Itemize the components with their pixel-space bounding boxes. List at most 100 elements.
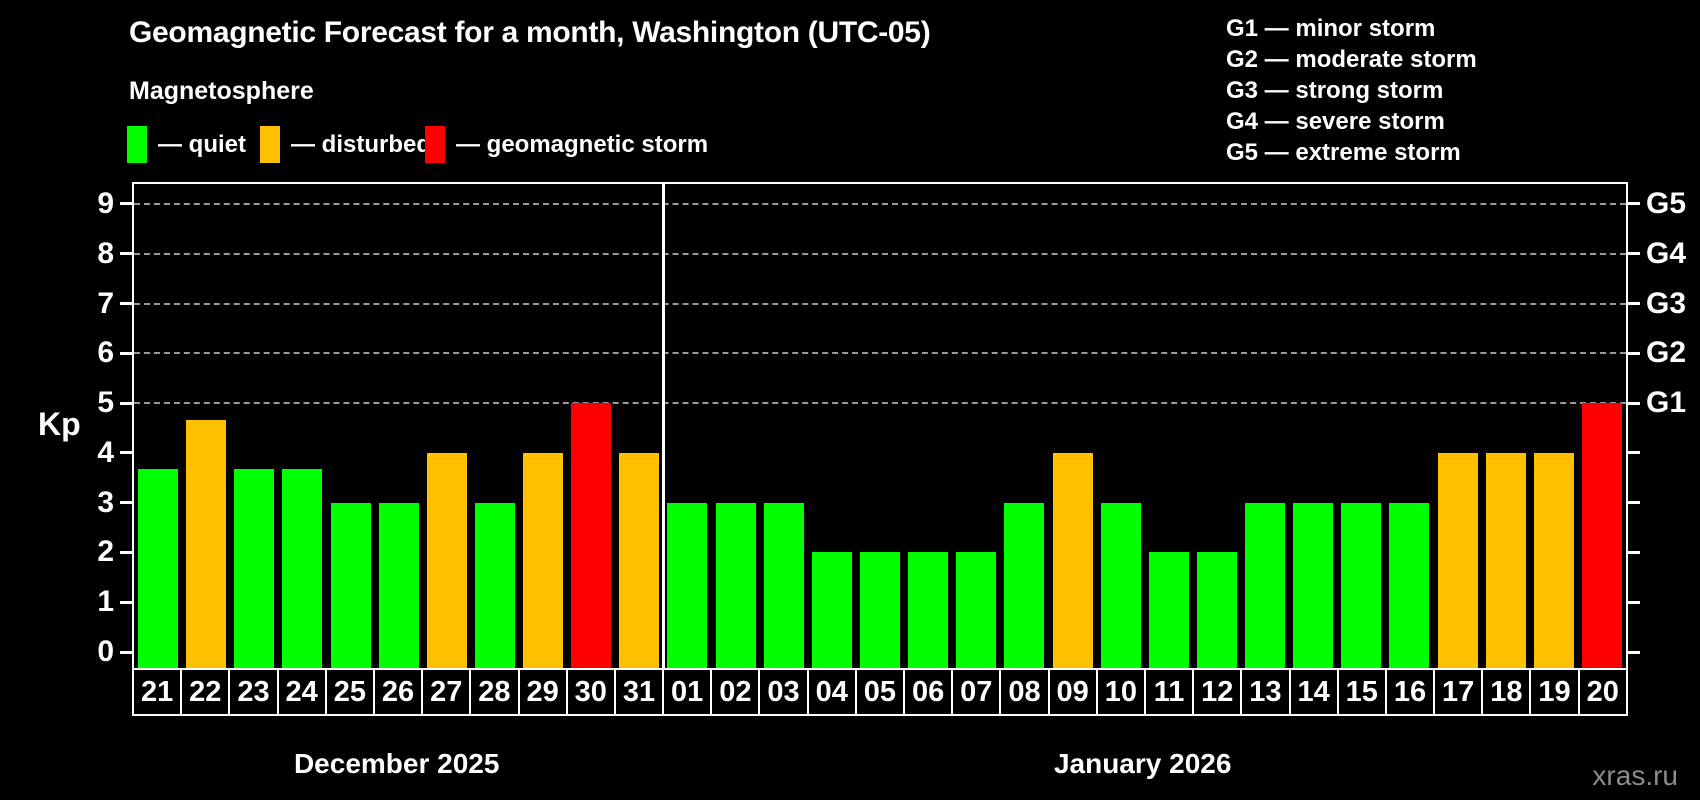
storm-scale-line: G1 — minor storm [1226, 15, 1436, 42]
right-tick-9 [1628, 202, 1640, 206]
date-cell-16: 16 [1387, 670, 1436, 714]
kp-bar-day-14 [1293, 502, 1334, 670]
right-tick-2 [1628, 550, 1640, 554]
legend-item-label: — geomagnetic storm [456, 130, 709, 158]
date-cell-02: 02 [712, 670, 761, 714]
date-cell-27: 27 [423, 670, 472, 714]
left-tick-5 [120, 401, 132, 405]
kp-bar-day-12 [1196, 552, 1237, 670]
y-tick-label-9: 9 [97, 186, 114, 220]
date-cell-12: 12 [1194, 670, 1243, 714]
legend-item-storm: — geomagnetic storm [425, 126, 708, 163]
kp-bar-day-09 [1052, 452, 1093, 670]
y-tick-label-7: 7 [97, 286, 114, 320]
kp-bar-day-20 [1581, 403, 1622, 670]
kp-bar-day-24 [282, 469, 323, 670]
kp-bar-day-15 [1341, 502, 1382, 670]
date-cell-04: 04 [809, 670, 857, 714]
date-cell-26: 26 [375, 670, 424, 714]
date-cell-30: 30 [568, 670, 616, 714]
right-tick-0 [1628, 650, 1640, 654]
legend-item-label: — disturbed [291, 130, 432, 158]
kp-bar-day-08 [1004, 502, 1045, 670]
y-tick-label-6: 6 [97, 336, 114, 370]
kp-bar-day-13 [1245, 502, 1286, 670]
storm-scale-legend: G1 — minor storm G2 — moderate storm G3 — … [1226, 13, 1477, 168]
legend-item-disturbed: — disturbed [260, 126, 431, 163]
left-tick-0 [120, 650, 132, 654]
storm-color-swatch [425, 126, 445, 163]
date-cell-21: 21 [134, 670, 183, 714]
right-tick-5 [1628, 401, 1640, 405]
date-cell-20: 20 [1586, 675, 1619, 708]
gridline-kp9 [134, 202, 1626, 205]
g-scale-label-G4: G4 [1646, 236, 1687, 270]
storm-scale-line: G3 — strong storm [1226, 77, 1444, 104]
gridline-kp5 [134, 402, 1626, 405]
date-cell-06: 06 [905, 670, 954, 714]
g-scale-label-G5: G5 [1646, 186, 1687, 220]
kp-bar-day-02 [715, 502, 756, 670]
y-tick-label-4: 4 [97, 435, 114, 469]
kp-bar-day-23 [234, 469, 275, 670]
date-cell-28: 28 [471, 670, 520, 714]
kp-bar-day-31 [619, 452, 660, 670]
y-tick-label-0: 0 [97, 635, 114, 668]
date-cell-11: 11 [1146, 670, 1195, 714]
kp-bar-chart: Kp 0 1 2 3 4 5 6 7 8 9 G1 G2 G3 G4 G5 [38, 182, 1686, 672]
kp-bar-day-17 [1437, 452, 1478, 670]
right-tick-6 [1628, 351, 1640, 355]
kp-bar-day-11 [1148, 552, 1189, 670]
right-tick-4 [1628, 451, 1640, 455]
date-cell-05: 05 [857, 670, 905, 714]
date-cell-29: 29 [520, 670, 568, 714]
date-cell-19: 19 [1531, 670, 1580, 714]
g-scale-label-G3: G3 [1646, 286, 1687, 320]
right-tick-8 [1628, 252, 1640, 256]
storm-scale-line: G4 — severe storm [1226, 108, 1445, 135]
kp-bar-day-21 [138, 469, 179, 670]
g-scale-label-G2: G2 [1646, 336, 1687, 370]
y-tick-label-5: 5 [97, 386, 114, 420]
date-cell-22: 22 [182, 670, 231, 714]
date-cell-17: 17 [1435, 670, 1484, 714]
kp-bar-day-28 [474, 502, 515, 670]
left-tick-6 [120, 351, 132, 355]
kp-bar-day-25 [330, 502, 371, 670]
y-axis-label-kp: Kp [38, 406, 81, 442]
chart-subtitle: Magnetosphere [129, 77, 314, 105]
right-tick-7 [1628, 302, 1640, 306]
left-tick-9 [120, 202, 132, 206]
date-cell-14: 14 [1291, 670, 1339, 714]
kp-bar-day-01 [667, 502, 708, 670]
right-tick-1 [1628, 600, 1640, 604]
date-cell-01: 01 [664, 670, 713, 714]
kp-bar-day-03 [763, 502, 804, 670]
quiet-color-swatch [127, 126, 147, 163]
kp-bar-day-18 [1485, 452, 1526, 670]
date-axis-row: 21 22 23 24 25 26 27 28 29 30 31 01 02 03 04 05 06 07 08 09… [132, 668, 1628, 716]
kp-bar-day-22 [186, 419, 227, 670]
date-cell-09: 09 [1050, 670, 1098, 714]
left-tick-3 [120, 501, 132, 505]
date-cell-31: 31 [616, 670, 665, 714]
right-tick-3 [1628, 501, 1640, 505]
left-tick-1 [120, 600, 132, 604]
y-tick-label-8: 8 [97, 236, 114, 270]
month-label-december: December 2025 [293, 748, 500, 779]
month-label-january: January 2026 [1053, 748, 1232, 779]
left-tick-8 [120, 252, 132, 256]
date-cell-10: 10 [1098, 670, 1146, 714]
gridline-kp6 [134, 352, 1626, 355]
date-cell-08: 08 [1001, 670, 1050, 714]
kp-bar-day-07 [956, 552, 997, 670]
y-tick-label-3: 3 [97, 485, 114, 519]
status-legend: — quiet — disturbed — geomagnetic storm [127, 126, 927, 166]
kp-bar-day-30 [571, 403, 612, 670]
kp-bar-day-04 [811, 552, 852, 670]
disturbed-color-swatch [260, 126, 280, 163]
g-scale-label-G1: G1 [1646, 386, 1687, 420]
kp-bar-day-26 [378, 502, 419, 670]
date-cell-23: 23 [230, 670, 279, 714]
